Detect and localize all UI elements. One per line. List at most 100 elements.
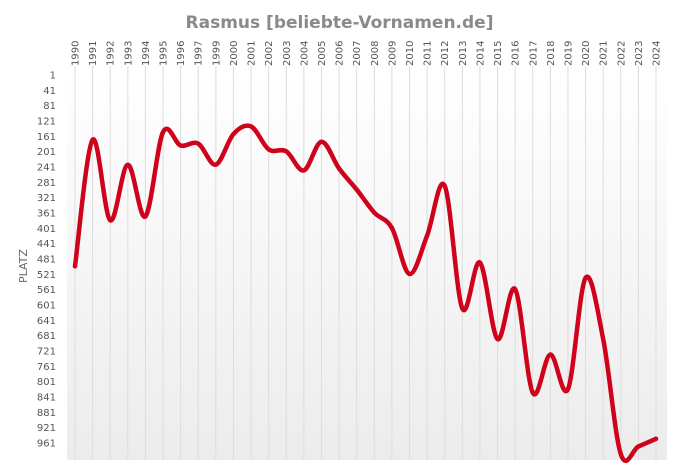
data-point-2006 xyxy=(337,166,342,171)
x-tick-label: 2002 xyxy=(264,41,275,66)
data-point-1996 xyxy=(178,143,183,148)
data-point-1994 xyxy=(143,214,148,219)
series-group xyxy=(72,123,659,464)
x-tick-label: 2021 xyxy=(599,41,610,66)
x-tick-label: 2014 xyxy=(475,41,486,66)
y-tick-label: 961 xyxy=(37,439,56,450)
data-point-1999 xyxy=(213,162,218,167)
data-point-2002 xyxy=(266,147,271,152)
x-tick-label: 1994 xyxy=(141,41,152,66)
y-tick-label: 1 xyxy=(50,71,56,82)
y-tick-label: 601 xyxy=(37,301,56,312)
y-axis-ticks: 1 41 81 121 161 201 241 281 321 361 401 441 481 521 56… xyxy=(37,71,56,450)
x-tick-label: 2022 xyxy=(616,41,627,66)
y-tick-label: 441 xyxy=(37,239,56,250)
y-tick-label: 881 xyxy=(37,408,56,419)
y-tick-label: 281 xyxy=(37,178,56,189)
y-tick-label: 81 xyxy=(43,101,56,112)
y-tick-label: 481 xyxy=(37,255,56,266)
x-tick-label: 2003 xyxy=(282,41,293,66)
y-tick-label: 121 xyxy=(37,117,56,128)
y-tick-label: 401 xyxy=(37,224,56,235)
data-point-2011 xyxy=(425,233,430,238)
x-tick-label: 1991 xyxy=(88,41,99,66)
data-point-2010 xyxy=(407,271,412,276)
y-tick-label: 841 xyxy=(37,393,56,404)
x-tick-label: 1995 xyxy=(159,41,170,66)
y-tick-label: 41 xyxy=(43,86,56,97)
y-axis-label: PLATZ xyxy=(17,249,30,283)
y-tick-label: 801 xyxy=(37,377,56,388)
data-point-2009 xyxy=(389,225,394,230)
x-tick-label: 2008 xyxy=(370,41,381,66)
y-tick-label: 641 xyxy=(37,316,56,327)
data-point-1997 xyxy=(196,141,201,146)
y-tick-label: 521 xyxy=(37,270,56,281)
x-axis-ticks: 1990 1991 1992 1993 1994 1995 1996 1997 1999 2000… xyxy=(71,41,663,66)
x-tick-label: 1996 xyxy=(176,41,187,66)
y-tick-label: 761 xyxy=(37,362,56,373)
data-point-2016 xyxy=(513,287,518,292)
plot-area xyxy=(67,72,667,460)
data-point-2000 xyxy=(231,132,236,137)
y-tick-label: 321 xyxy=(37,193,56,204)
y-tick-label: 361 xyxy=(37,209,56,220)
x-tick-label: 2018 xyxy=(546,41,557,66)
data-point-2020 xyxy=(583,275,588,280)
data-point-2012 xyxy=(442,183,447,188)
x-tick-label: 2013 xyxy=(458,41,469,66)
x-tick-label: 2015 xyxy=(493,41,504,66)
data-point-2013 xyxy=(460,306,465,311)
x-tick-label: 2016 xyxy=(511,41,522,66)
data-point-2003 xyxy=(284,149,289,154)
x-tick-label: 2019 xyxy=(563,41,574,66)
x-tick-label: 2023 xyxy=(634,41,645,66)
data-point-1991 xyxy=(90,137,95,142)
data-point-2004 xyxy=(301,168,306,173)
x-tick-label: 1992 xyxy=(106,41,117,66)
x-tick-label: 2017 xyxy=(528,41,539,66)
data-point-2019 xyxy=(565,386,570,391)
data-point-2024 xyxy=(654,436,658,441)
chart-title: Rasmus [beliebte-Vornamen.de] xyxy=(186,13,494,33)
data-point-1993 xyxy=(125,162,130,167)
x-tick-label: 1990 xyxy=(71,41,82,66)
y-tick-label: 921 xyxy=(37,423,56,434)
y-tick-label: 161 xyxy=(37,132,56,143)
data-point-2015 xyxy=(495,337,500,342)
x-tick-label: 1999 xyxy=(211,41,222,66)
x-tick-label: 2007 xyxy=(352,41,363,66)
data-point-1990 xyxy=(73,264,77,269)
x-tick-label: 2006 xyxy=(335,41,346,66)
data-point-2014 xyxy=(477,260,482,265)
x-tick-label: 2005 xyxy=(317,41,328,66)
data-point-2005 xyxy=(319,139,324,144)
data-point-2017 xyxy=(530,390,535,395)
data-point-2007 xyxy=(354,187,359,192)
x-tick-label: 2012 xyxy=(440,41,451,66)
x-tick-label: 1993 xyxy=(123,41,134,66)
data-point-1995 xyxy=(161,130,166,135)
data-point-2008 xyxy=(372,210,377,215)
data-point-2022 xyxy=(618,452,623,457)
y-tick-label: 721 xyxy=(37,347,56,358)
data-point-2018 xyxy=(548,352,553,357)
x-tick-label: 2024 xyxy=(652,41,663,66)
data-point-2001 xyxy=(249,124,254,129)
x-tick-label: 2001 xyxy=(247,41,258,66)
y-tick-label: 201 xyxy=(37,147,56,158)
y-tick-label: 561 xyxy=(37,285,56,296)
x-tick-label: 2020 xyxy=(581,41,592,66)
x-tick-label: 1997 xyxy=(194,41,205,66)
y-tick-label: 241 xyxy=(37,163,56,174)
data-point-1992 xyxy=(108,218,113,223)
x-tick-label: 2004 xyxy=(299,41,310,66)
x-tick-label: 2010 xyxy=(405,41,416,66)
data-point-2021 xyxy=(601,337,606,342)
x-tick-label: 2000 xyxy=(229,41,240,66)
y-tick-label: 681 xyxy=(37,331,56,342)
data-point-2023 xyxy=(636,444,641,449)
x-tick-label: 2011 xyxy=(423,41,434,66)
x-tick-label: 2009 xyxy=(387,41,398,66)
